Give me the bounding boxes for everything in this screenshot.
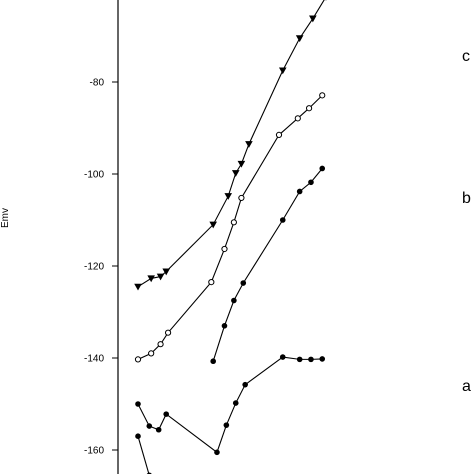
series-b — [134, 92, 326, 363]
series-line — [137, 356, 323, 454]
data-point — [308, 179, 314, 186]
data-point — [245, 141, 253, 148]
data-point — [295, 35, 304, 43]
data-point — [208, 279, 215, 286]
data-point — [309, 15, 317, 23]
data-point — [209, 221, 217, 229]
data-point — [221, 245, 228, 253]
data-point — [155, 426, 162, 433]
y-axis-label: Emv — [0, 208, 11, 228]
data-point — [163, 411, 169, 417]
data-point — [325, 0, 327, 1]
data-point — [221, 323, 228, 329]
data-point — [135, 401, 141, 407]
data-point — [164, 329, 172, 336]
series-label-b: b — [462, 190, 471, 207]
series-c — [134, 0, 327, 291]
data-point — [305, 105, 313, 112]
data-point — [231, 297, 237, 304]
series-line — [137, 436, 150, 474]
data-point — [214, 449, 220, 456]
data-point — [232, 400, 239, 406]
data-point — [147, 275, 155, 283]
data-point — [231, 170, 240, 177]
data-point — [237, 160, 246, 168]
data-point — [156, 273, 165, 281]
axes: -160 -140 -120 -100 -80 — [84, 0, 119, 474]
y-tick-label: -100 — [84, 170, 104, 181]
data-point — [223, 422, 230, 428]
series-line — [137, 0, 325, 288]
y-tick-label: -80 — [90, 78, 105, 89]
series-b2 — [210, 165, 326, 365]
data-point — [319, 92, 326, 99]
data-point — [134, 283, 142, 291]
series-label-c: c — [462, 48, 470, 65]
data-point — [319, 165, 326, 172]
y-tick-label: -160 — [84, 446, 104, 457]
labels: Emv c b a — [0, 48, 471, 395]
data-point — [278, 67, 287, 75]
data-point — [279, 217, 286, 223]
y-tick-label: -120 — [84, 262, 104, 273]
data-point — [294, 115, 301, 122]
data-point — [162, 268, 170, 276]
data-point — [148, 350, 155, 357]
data-point — [135, 433, 141, 440]
data-point — [319, 356, 326, 362]
data-point — [242, 381, 248, 388]
data-point — [240, 280, 247, 286]
plot-area — [134, 0, 327, 474]
data-point — [230, 219, 237, 226]
data-point — [296, 356, 303, 363]
series-label-a: a — [462, 378, 471, 395]
data-point — [157, 341, 164, 348]
data-point — [134, 356, 142, 363]
data-point — [224, 193, 233, 200]
data-point — [308, 356, 314, 363]
series-a2 — [135, 433, 152, 474]
series-line — [137, 94, 323, 360]
y-tick-label: -140 — [84, 354, 104, 365]
data-point — [238, 194, 245, 202]
data-point — [275, 131, 283, 138]
data-point — [279, 354, 286, 360]
data-point — [210, 358, 216, 365]
data-point — [296, 188, 303, 195]
series-a — [135, 354, 326, 456]
data-point — [146, 423, 153, 429]
